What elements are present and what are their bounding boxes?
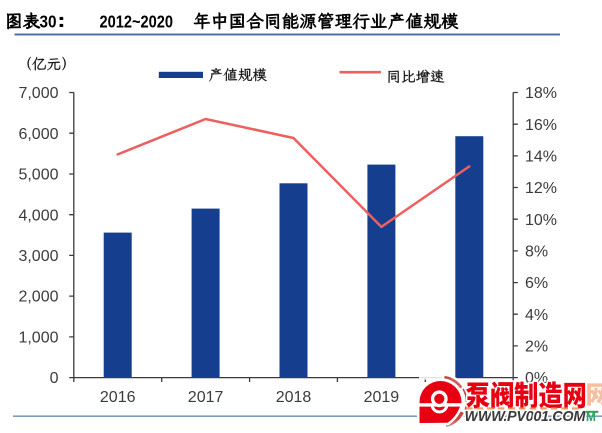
svg-text:1,000: 1,000 [18, 330, 58, 347]
svg-text:0: 0 [50, 370, 59, 387]
svg-text:10%: 10% [525, 212, 557, 229]
svg-text:4%: 4% [525, 307, 548, 324]
svg-text:2%: 2% [525, 339, 548, 356]
svg-text:4,000: 4,000 [18, 207, 58, 224]
svg-text:8%: 8% [525, 244, 548, 261]
svg-text:5,000: 5,000 [18, 167, 58, 184]
svg-text:6,000: 6,000 [18, 126, 58, 143]
svg-text:2017: 2017 [188, 389, 224, 406]
svg-text:M: M [586, 410, 596, 424]
svg-text:6%: 6% [525, 275, 548, 292]
svg-text:12%: 12% [525, 180, 557, 197]
svg-text:2019: 2019 [364, 389, 400, 406]
svg-text:2016: 2016 [100, 389, 136, 406]
svg-text:18%: 18% [525, 85, 557, 102]
svg-text:16%: 16% [525, 117, 557, 134]
svg-text:30: 30 [40, 11, 57, 31]
svg-text:14%: 14% [525, 149, 557, 166]
svg-text:2018: 2018 [276, 389, 312, 406]
svg-text:7,000: 7,000 [18, 85, 58, 102]
svg-text:2,000: 2,000 [18, 289, 58, 306]
svg-text:2012~2020: 2012~2020 [100, 11, 174, 31]
svg-text:3,000: 3,000 [18, 248, 58, 265]
svg-text:WWW.PV001.COM: WWW.PV001.COM [465, 409, 587, 425]
